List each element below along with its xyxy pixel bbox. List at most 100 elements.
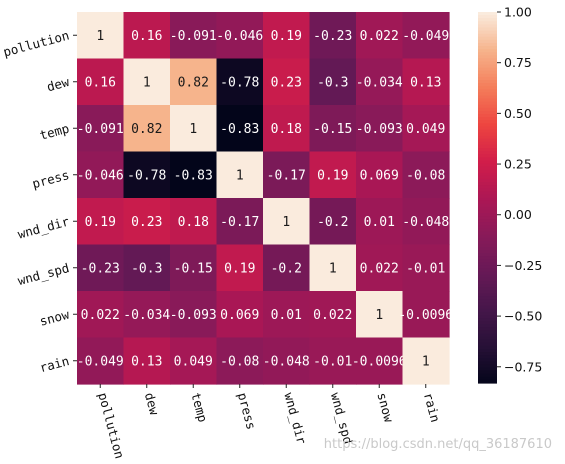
- heatmap-cell: [263, 198, 311, 246]
- cell-value-label: 0.23: [271, 75, 302, 90]
- colorbar-segment: [478, 327, 497, 332]
- colorbar-segment: [478, 293, 497, 298]
- colorbar-segment: [478, 172, 497, 177]
- colorbar-segment: [478, 98, 497, 103]
- colorbar-segment: [478, 101, 497, 106]
- colorbar-segment: [478, 379, 497, 384]
- heatmap-cell: [170, 151, 218, 199]
- colorbar-segment: [478, 18, 497, 22]
- colorbar-segment: [478, 33, 497, 38]
- cell-value-label: -0.17: [220, 215, 259, 230]
- colorbar-tick-label: −0.50: [504, 309, 542, 324]
- colorbar-segment: [478, 355, 497, 359]
- heatmap-cell: [216, 198, 264, 246]
- colorbar-segment: [478, 21, 497, 25]
- heatmap-cell: [356, 291, 404, 339]
- colorbar-segment: [478, 132, 497, 137]
- cell-value-label: 0.16: [85, 75, 116, 90]
- colorbar-segment: [478, 333, 497, 338]
- colorbar-segment: [478, 126, 497, 131]
- heatmap-cell: [263, 244, 311, 292]
- cell-value-label: 0.18: [178, 215, 209, 230]
- colorbar-segment: [478, 55, 497, 59]
- colorbar-segment: [478, 339, 497, 344]
- cell-value-label: 1: [143, 75, 151, 90]
- heatmap-cell: [123, 198, 171, 246]
- colorbar-segment: [478, 104, 497, 109]
- cell-value-label: -0.3: [131, 261, 162, 276]
- heatmap-cell: [402, 244, 450, 292]
- cell-value-label: -0.091: [77, 122, 124, 137]
- cell-value-label: -0.01: [406, 261, 445, 276]
- heatmap-cell: [123, 291, 171, 339]
- colorbar-segment: [478, 256, 497, 260]
- heatmap-cell: [123, 337, 171, 385]
- colorbar-segment: [478, 321, 497, 325]
- x-tick-label: wnd_dir: [281, 391, 309, 446]
- heatmap-cell: [309, 291, 357, 339]
- cell-value-label: -0.08: [406, 168, 445, 183]
- cell-value-label: -0.0096: [398, 308, 453, 323]
- y-tick-label: snow: [38, 306, 71, 328]
- heatmap-cell: [356, 105, 404, 153]
- heatmap-cell: [309, 151, 357, 199]
- cell-value-label: 0.022: [360, 261, 399, 276]
- heatmap-cell: [356, 337, 404, 385]
- colorbar-segment: [478, 228, 497, 233]
- y-tick-label: wnd_dir: [16, 213, 71, 241]
- colorbar-segment: [478, 178, 497, 183]
- cell-value-label: -0.3: [317, 75, 348, 90]
- colorbar-segment: [478, 86, 497, 90]
- colorbar-segment: [478, 348, 497, 353]
- colorbar-segment: [478, 95, 497, 100]
- y-tick-label: pollution: [2, 28, 71, 60]
- cell-value-label: -0.17: [267, 168, 306, 183]
- colorbar-segment: [478, 250, 497, 254]
- colorbar-segment: [478, 206, 497, 211]
- heatmap-cell: [402, 105, 450, 153]
- colorbar-segment: [478, 299, 497, 304]
- cell-value-label: -0.034: [123, 308, 170, 323]
- colorbar-segment: [478, 73, 497, 78]
- cell-value-label: 0.01: [271, 308, 302, 323]
- heatmap-cell: [216, 105, 264, 153]
- cell-value-label: 1: [282, 215, 290, 230]
- heatmap-cell: [216, 58, 264, 106]
- heatmap-cell: [77, 244, 125, 292]
- colorbar-segment: [478, 302, 497, 307]
- colorbar-segment: [478, 49, 497, 53]
- colorbar-tick-label: −0.25: [504, 258, 542, 273]
- colorbar-segment: [478, 318, 497, 322]
- colorbar-segment: [478, 92, 497, 97]
- colorbar-segment: [478, 163, 497, 168]
- colorbar-segment: [478, 376, 497, 381]
- cell-value-label: -0.0096: [352, 354, 407, 369]
- cell-value-label: 0.18: [271, 122, 302, 137]
- colorbar-segment: [478, 274, 497, 279]
- colorbar-segment: [478, 330, 497, 335]
- colorbar-segment: [478, 58, 497, 63]
- colorbar-segment: [478, 157, 497, 161]
- heatmap-cell: [309, 337, 357, 385]
- colorbar-segment: [478, 24, 497, 29]
- colorbar-segment: [478, 144, 497, 149]
- cell-value-label: 0.069: [220, 308, 259, 323]
- heatmap-cell: [170, 244, 218, 292]
- heatmap-cell: [77, 337, 125, 385]
- x-tick-label: dew: [142, 391, 162, 417]
- heatmap-cell: [216, 244, 264, 292]
- heatmap-cell: [356, 151, 404, 199]
- cell-value-label: -0.049: [77, 354, 124, 369]
- colorbar-tick-label: 0.25: [504, 157, 532, 172]
- colorbar-segment: [478, 314, 497, 319]
- heatmap-cell: [356, 198, 404, 246]
- colorbar-segment: [478, 265, 497, 270]
- cell-value-label: 0.13: [131, 354, 162, 369]
- colorbar-segment: [478, 154, 497, 158]
- y-tick-label: press: [31, 167, 71, 191]
- colorbar-segment: [478, 290, 497, 294]
- colorbar-segment: [478, 197, 497, 202]
- x-tick-label: temp: [188, 391, 210, 424]
- x-tick-label: snow: [374, 391, 396, 424]
- heatmap-cell: [402, 12, 450, 60]
